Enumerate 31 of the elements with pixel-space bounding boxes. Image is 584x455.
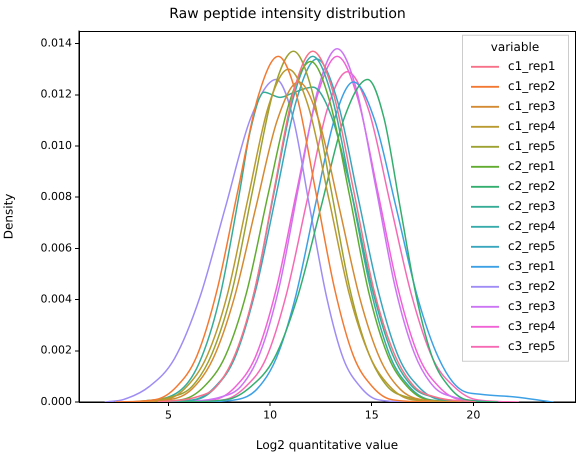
legend-label: c3_rep4 xyxy=(508,318,556,333)
legend-label: c2_rep5 xyxy=(508,238,556,253)
x-tick-label: 10 xyxy=(263,408,278,422)
y-tick-label: 0.012 xyxy=(40,88,72,101)
y-tick-label: 0.004 xyxy=(40,292,72,306)
legend-label: c1_rep5 xyxy=(508,138,556,153)
y-tick-label: 0.002 xyxy=(40,344,72,357)
legend-label: c2_rep3 xyxy=(508,198,556,213)
y-tick-label: 0.008 xyxy=(40,190,72,204)
legend-label: c1_rep4 xyxy=(508,118,556,133)
legend-title: variable xyxy=(490,40,540,54)
y-tick-label: 0.000 xyxy=(40,394,72,408)
legend-label: c1_rep2 xyxy=(508,78,556,93)
x-axis-title: Log2 quantitative value xyxy=(256,438,398,452)
x-tick-label: 20 xyxy=(466,408,480,422)
y-tick-label: 0.006 xyxy=(40,241,72,254)
legend-label: c1_rep3 xyxy=(508,98,556,113)
y-tick-label: 0.014 xyxy=(40,36,72,50)
legend-label: c2_rep4 xyxy=(508,218,556,233)
legend-label: c3_rep5 xyxy=(508,338,556,353)
legend-label: c3_rep3 xyxy=(508,298,556,313)
x-tick-label: 5 xyxy=(164,408,172,422)
y-axis-title: Density xyxy=(1,194,16,240)
legend-label: c1_rep1 xyxy=(508,58,556,73)
legend-label: c2_rep2 xyxy=(508,178,556,193)
chart-title: Raw peptide intensity distribution xyxy=(169,6,406,22)
y-tick-label: 0.010 xyxy=(40,138,72,152)
legend-label: c3_rep1 xyxy=(508,258,556,273)
legend-label: c2_rep1 xyxy=(508,158,556,173)
legend-label: c3_rep2 xyxy=(508,278,556,293)
x-tick-label: 15 xyxy=(364,408,379,422)
